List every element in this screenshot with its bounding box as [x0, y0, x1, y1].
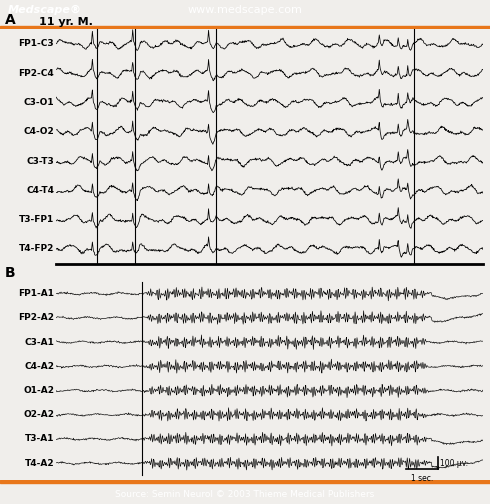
Text: 11 yr. M.: 11 yr. M.	[39, 17, 93, 27]
Text: 100 μv.: 100 μv.	[441, 459, 468, 468]
Text: C4-A2: C4-A2	[24, 362, 54, 371]
Text: 1 sec.: 1 sec.	[411, 474, 433, 483]
Text: O1-A2: O1-A2	[23, 386, 54, 395]
Text: A: A	[5, 13, 16, 27]
Bar	[0, 26, 490, 29]
Text: Source: Semin Neurol © 2003 Thieme Medical Publishers: Source: Semin Neurol © 2003 Thieme Medic…	[115, 490, 375, 499]
Text: C4-T4: C4-T4	[26, 186, 54, 195]
Text: FP1-C3: FP1-C3	[19, 39, 54, 48]
Text: T4-FP2: T4-FP2	[19, 244, 54, 254]
Text: FP2-A2: FP2-A2	[18, 313, 54, 323]
Text: C3-T3: C3-T3	[26, 157, 54, 165]
Text: C3-A1: C3-A1	[24, 338, 54, 347]
Text: www.medscape.com: www.medscape.com	[188, 5, 302, 15]
Text: T3-A1: T3-A1	[24, 434, 54, 444]
Text: O2-A2: O2-A2	[23, 410, 54, 419]
Text: C4-O2: C4-O2	[24, 127, 54, 136]
Text: FP2-C4: FP2-C4	[19, 69, 54, 78]
Bar	[0, 480, 490, 483]
Text: T3-FP1: T3-FP1	[19, 215, 54, 224]
Text: B: B	[5, 266, 16, 280]
Text: FP1-A1: FP1-A1	[18, 289, 54, 298]
Text: Medscape®: Medscape®	[7, 5, 81, 15]
Text: T4-A2: T4-A2	[24, 459, 54, 468]
Text: C3-O1: C3-O1	[24, 98, 54, 107]
